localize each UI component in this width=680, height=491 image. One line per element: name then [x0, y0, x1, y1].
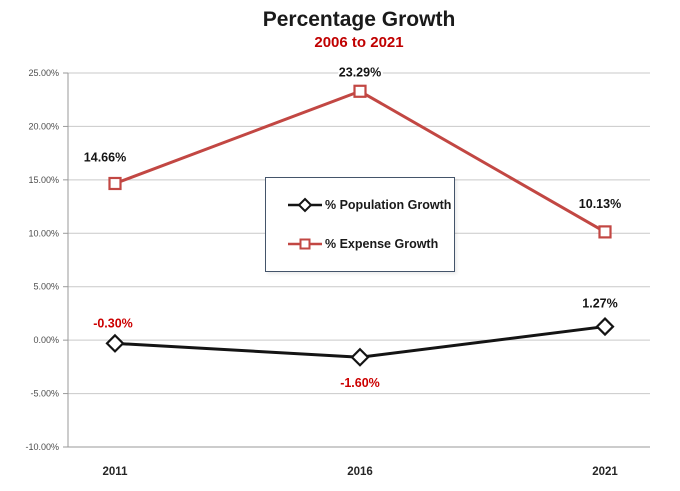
legend-item-expense: % Expense Growth [288, 235, 454, 253]
data-label: -0.30% [93, 316, 133, 330]
y-axis-tick-label: 10.00% [28, 228, 59, 238]
data-label: 14.66% [84, 150, 126, 164]
x-axis-label: 2016 [347, 466, 373, 478]
data-label: 1.27% [582, 297, 617, 311]
data-label: 23.29% [339, 65, 381, 79]
legend-item-population: % Population Growth [288, 196, 454, 214]
marker-expense-2011 [108, 176, 122, 191]
y-axis-tick-label: 0.00% [33, 335, 59, 345]
x-axis-label: 2011 [103, 466, 129, 478]
chart-subtitle: 2006 to 2021 [314, 34, 404, 51]
data-label: 10.13% [579, 197, 621, 211]
legend-label: % Population Growth [325, 198, 452, 213]
y-axis-tick-label: 20.00% [28, 121, 59, 131]
marker-expense-2016 [353, 84, 367, 98]
marker-population-2016 [350, 347, 370, 367]
diamond-marker-icon [288, 197, 322, 213]
chart-title: Percentage Growth [262, 8, 456, 31]
y-axis-tick-label: 25.00% [28, 68, 59, 78]
legend-label: % Expense Growth [325, 236, 439, 251]
y-axis-tick-label: -5.00% [30, 389, 59, 399]
x-axis-label: 2021 [592, 466, 618, 478]
chart-legend: % Population Growth % Expense Growth [265, 177, 455, 272]
data-label: -1.60% [340, 376, 380, 390]
y-axis-tick-label: -10.00% [25, 442, 59, 452]
square-marker-icon [288, 238, 322, 250]
marker-population-2021 [595, 317, 615, 337]
marker-expense-2021 [598, 225, 612, 239]
y-axis-tick-label: 15.00% [28, 175, 59, 185]
marker-population-2011 [105, 333, 125, 353]
y-axis-tick-label: 5.00% [33, 282, 59, 292]
